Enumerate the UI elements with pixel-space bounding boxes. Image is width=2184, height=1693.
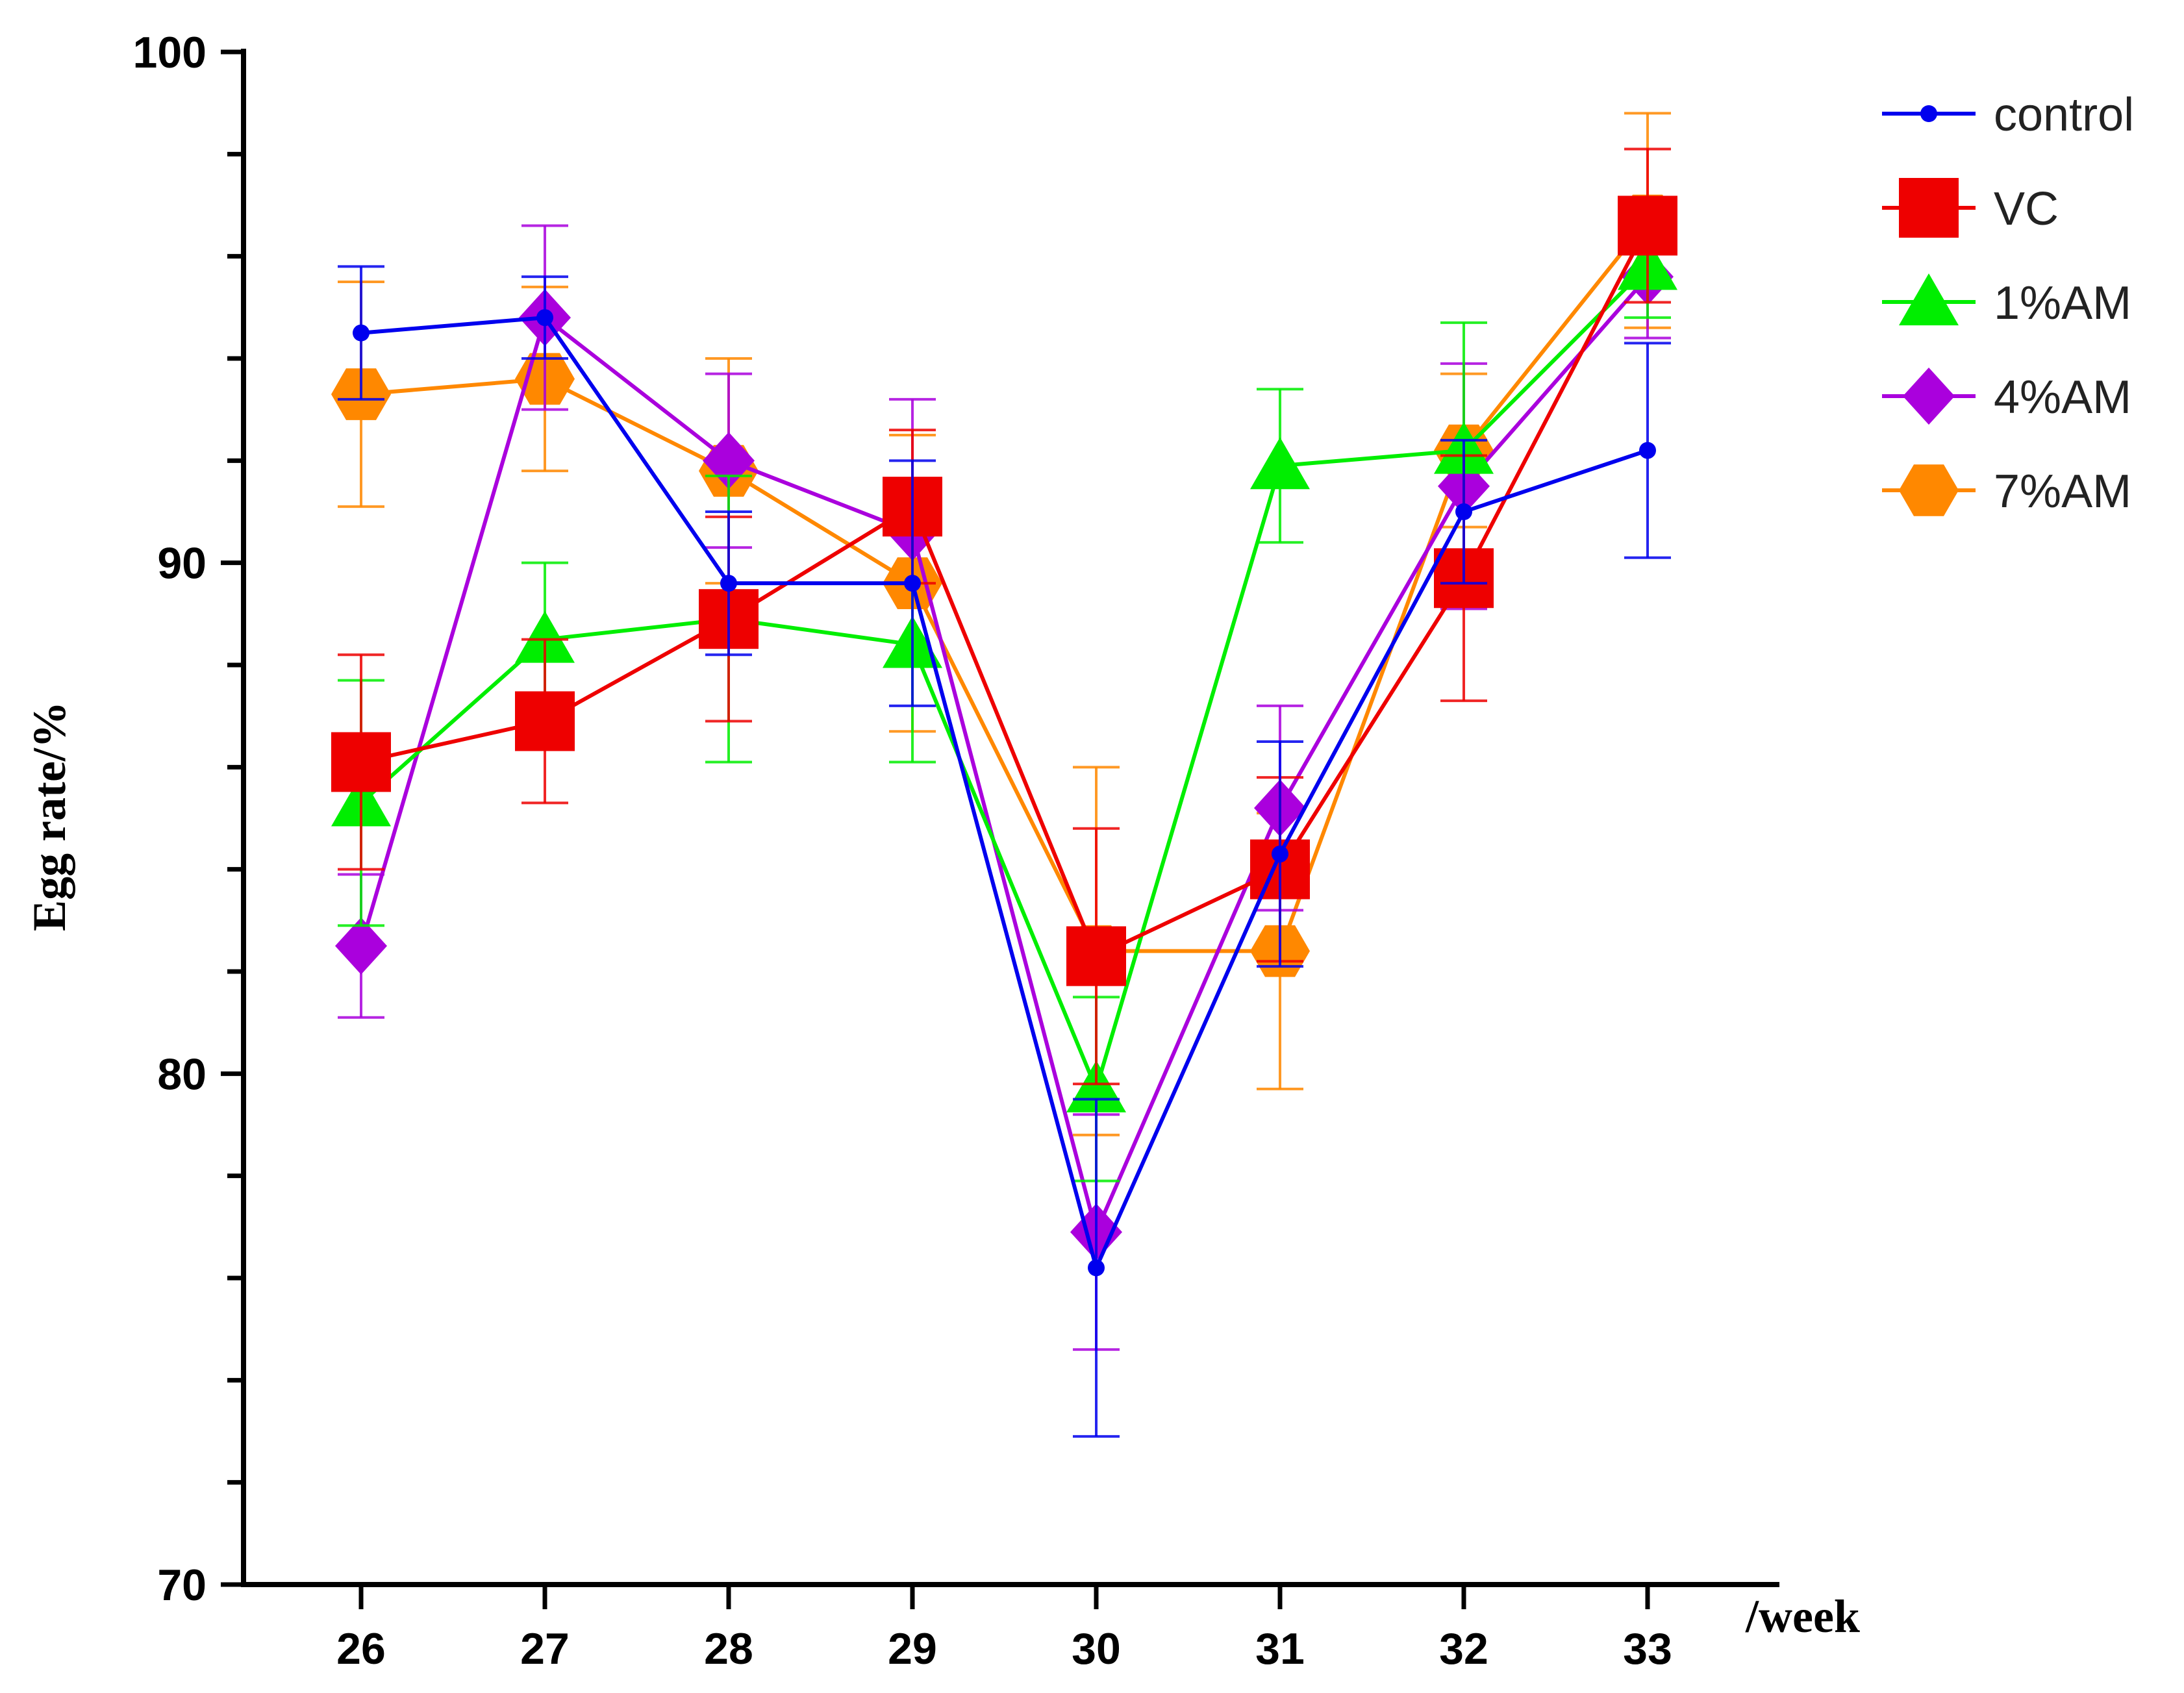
legend-label-4pct-am: 4%AM — [1994, 371, 2131, 423]
x-tick-label: 32 — [1439, 1624, 1488, 1674]
series-line-control — [360, 316, 1648, 1270]
legend-label-1pct-am: 1%AM — [1994, 277, 2131, 329]
data-point-vc — [515, 691, 575, 751]
series-line-vc — [360, 225, 1650, 959]
plot-area — [331, 112, 1677, 1438]
data-point-vc — [331, 732, 391, 792]
data-point-vc — [1066, 926, 1126, 986]
legend-marker-1pct-am — [1899, 273, 1959, 325]
data-point-vc — [1618, 195, 1677, 256]
y-tick-label: 80 — [157, 1049, 207, 1099]
y-tick-label: 100 — [133, 28, 207, 77]
axes — [241, 49, 1779, 1587]
data-point-4pct-am — [335, 917, 387, 975]
legend-label-7pct-am: 7%AM — [1994, 466, 2131, 518]
series-line-4pct-am — [359, 275, 1650, 1235]
x-tick-label: 26 — [336, 1624, 386, 1674]
data-point-control — [536, 309, 553, 327]
series-line-1pct-am — [360, 265, 1650, 1091]
x-axis-title: /week — [1745, 1590, 1860, 1642]
legend-marker-4pct-am — [1903, 368, 1955, 425]
data-point-control — [1455, 503, 1472, 520]
data-point-control — [353, 324, 370, 342]
data-point-control — [1272, 846, 1288, 863]
data-point-1pct-am — [1250, 437, 1310, 490]
data-point-control — [1639, 442, 1656, 459]
legend-marker-7pct-am — [1899, 464, 1959, 516]
x-ticks: 26 27 28 29 30 31 32 33 — [336, 1585, 1672, 1674]
series-7%AM — [331, 112, 1677, 1136]
series-line-7pct-am — [360, 219, 1650, 953]
x-tick-label: 27 — [520, 1624, 570, 1674]
x-tick-label: 33 — [1623, 1624, 1672, 1674]
data-point-control — [1088, 1259, 1105, 1277]
legend-label-control: control — [1994, 89, 2134, 141]
y-tick-label: 90 — [157, 539, 207, 588]
data-point-control — [904, 575, 921, 592]
data-point-control — [720, 575, 737, 592]
x-tick-label: 29 — [888, 1624, 937, 1674]
legend-marker-vc — [1899, 178, 1959, 238]
legend: control VC 1%AM 4%AM 7%AM — [1882, 89, 2134, 518]
x-tick-label: 31 — [1255, 1624, 1305, 1674]
x-tick-label: 30 — [1072, 1624, 1121, 1674]
series-control — [338, 265, 1671, 1438]
x-tick-label: 28 — [704, 1624, 753, 1674]
data-point-1pct-am — [515, 610, 575, 663]
series-VC — [331, 147, 1677, 1086]
y-axis-title: Egg rate/% — [23, 701, 75, 931]
legend-marker-control — [1920, 105, 1937, 122]
legend-label-vc: VC — [1994, 183, 2059, 235]
y-ticks: 70 80 90 100 — [133, 28, 244, 1610]
y-tick-label: 70 — [157, 1561, 207, 1610]
